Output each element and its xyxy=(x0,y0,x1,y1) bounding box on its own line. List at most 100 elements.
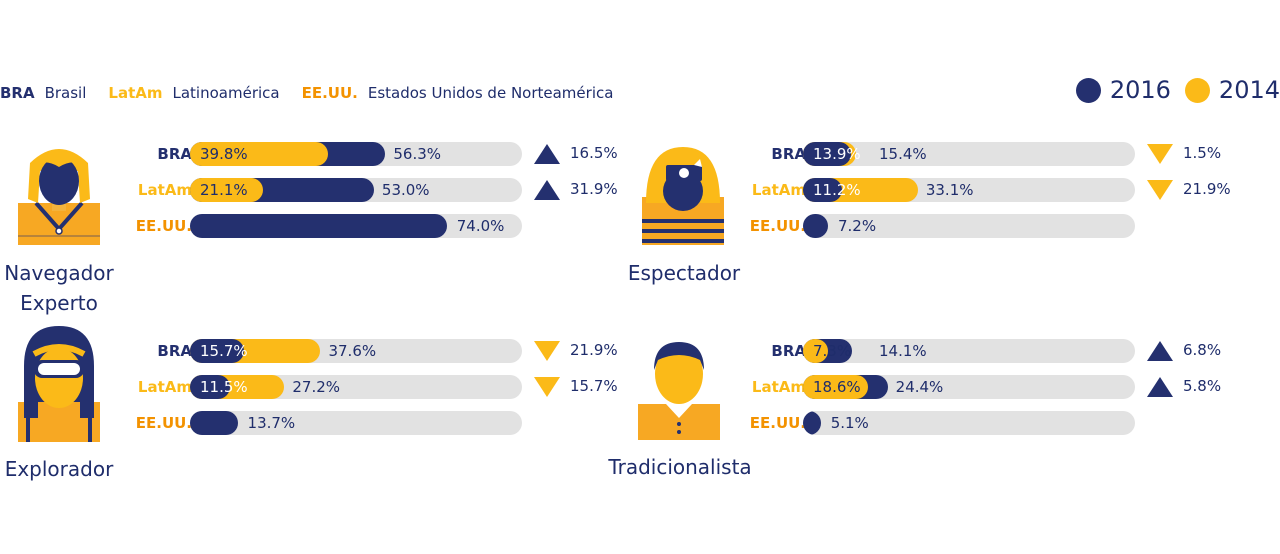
row-label: EE.UU. xyxy=(135,414,192,432)
bar-track: 11.2% 33.1% xyxy=(803,178,1135,202)
bar-track: 74.0% xyxy=(190,214,522,238)
persona-title-explorador: Explorador xyxy=(0,454,118,484)
legend-desc: Latinoamérica xyxy=(172,84,280,102)
bar-track: 39.8% 56.3% xyxy=(190,142,522,166)
bar-2016 xyxy=(803,142,852,166)
value-label: 24.4% xyxy=(895,378,944,396)
bar-track: 13.7% xyxy=(190,411,522,435)
value-label: 15.7% xyxy=(200,342,248,360)
bar-track: 18.6% 24.4% xyxy=(803,375,1135,399)
title-line: Espectador xyxy=(627,261,741,285)
value-label: 11.2% xyxy=(813,181,861,199)
tradicionalista-avatar-icon xyxy=(638,342,720,440)
navegador-experto-avatar-icon xyxy=(18,149,100,245)
value-label: 21.1% xyxy=(200,181,248,199)
up-triangle-icon xyxy=(1147,341,1173,361)
down-triangle-icon xyxy=(1147,180,1173,200)
espectador-avatar-icon xyxy=(642,147,724,245)
bar-track: 21.1% 53.0% xyxy=(190,178,522,202)
value-label: 74.0% xyxy=(456,217,505,235)
year-label: 2014 xyxy=(1218,76,1280,104)
bar-track: 13.9% 15.4% xyxy=(803,142,1135,166)
delta-value: 21.9% xyxy=(570,341,618,359)
title-line: Explorador xyxy=(4,457,114,481)
delta-value: 6.8% xyxy=(1183,341,1222,359)
delta-triangle xyxy=(1147,144,1173,164)
delta-value: 16.5% xyxy=(570,144,618,162)
up-triangle-icon xyxy=(534,180,560,200)
up-triangle-icon xyxy=(534,144,560,164)
bar-2016 xyxy=(803,411,821,435)
legend-code: EE.UU. xyxy=(301,84,358,102)
legend-code: LatAm xyxy=(108,84,163,102)
value-label: 37.6% xyxy=(328,342,377,360)
title-line: Experto xyxy=(20,291,98,315)
legend-code: BRA xyxy=(0,84,35,102)
row-label: BRA xyxy=(157,342,192,360)
value-label: 7.3% xyxy=(813,342,852,360)
year-dot-2014 xyxy=(1184,77,1210,103)
bar-track: 7.3% 14.1% xyxy=(803,339,1135,363)
bar-track: 15.7% 37.6% xyxy=(190,339,522,363)
value-label: 13.7% xyxy=(247,414,296,432)
down-triangle-icon xyxy=(1147,144,1173,164)
legend-latam: LatAm Latinoamérica xyxy=(108,84,279,102)
bar-2014 xyxy=(190,142,329,166)
value-label: 27.2% xyxy=(292,378,341,396)
year-legend-2016: 2016 xyxy=(1075,76,1171,104)
value-label: 53.0% xyxy=(381,181,430,199)
bar-2014 xyxy=(803,339,829,363)
down-triangle-icon xyxy=(534,341,560,361)
delta-value: 31.9% xyxy=(570,180,618,198)
row-label: BRA xyxy=(771,342,806,360)
down-triangle-icon xyxy=(534,377,560,397)
value-label: 7.2% xyxy=(837,217,877,235)
value-label: 14.1% xyxy=(879,342,927,360)
delta-value: 21.9% xyxy=(1183,180,1231,198)
explorador-avatar-icon xyxy=(18,326,100,442)
delta-triangle xyxy=(534,180,560,200)
delta-value: 1.5% xyxy=(1183,144,1222,162)
title-line: Navegador xyxy=(4,261,114,285)
delta-triangle xyxy=(534,377,560,397)
year-label: 2016 xyxy=(1109,76,1171,104)
value-label: 39.8% xyxy=(200,145,248,163)
bar-2016 xyxy=(190,411,238,435)
row-label: EE.UU. xyxy=(749,414,806,432)
legend-eeuu: EE.UU. Estados Unidos de Norteamérica xyxy=(302,84,614,102)
row-label: LatAm xyxy=(751,378,806,396)
year-legend: 2016 2014 xyxy=(1062,76,1280,104)
row-label: LatAm xyxy=(137,181,192,199)
persona-title-navegador: Navegador Experto xyxy=(0,258,118,318)
bar-2016 xyxy=(803,214,828,238)
legend-bra: BRA Brasil xyxy=(0,84,86,102)
value-label: 13.9% xyxy=(813,145,861,163)
delta-triangle xyxy=(534,341,560,361)
value-label: 33.1% xyxy=(925,181,974,199)
bar-2014 xyxy=(190,178,264,202)
bar-2016 xyxy=(190,339,245,363)
delta-value: 15.7% xyxy=(570,377,618,395)
delta-value: 5.8% xyxy=(1183,377,1222,395)
value-label: 18.6% xyxy=(813,378,861,396)
row-label: BRA xyxy=(157,145,192,163)
legend-desc: Brasil xyxy=(44,84,87,102)
row-label: LatAm xyxy=(751,181,806,199)
row-label: EE.UU. xyxy=(749,217,806,235)
up-triangle-icon xyxy=(1147,377,1173,397)
bar-2016 xyxy=(803,178,842,202)
year-legend-2014: 2014 xyxy=(1184,76,1280,104)
bar-2016 xyxy=(190,214,447,238)
delta-triangle xyxy=(1147,341,1173,361)
bar-2016 xyxy=(190,375,230,399)
value-label: 15.4% xyxy=(879,145,927,163)
title-line: Tradicionalista xyxy=(608,455,752,479)
delta-triangle xyxy=(1147,377,1173,397)
bar-track: 5.1% xyxy=(803,411,1135,435)
value-label: 56.3% xyxy=(393,145,442,163)
bar-2014 xyxy=(803,375,868,399)
delta-triangle xyxy=(534,144,560,164)
year-dot-2016 xyxy=(1075,77,1101,103)
row-label: LatAm xyxy=(137,378,192,396)
delta-triangle xyxy=(1147,180,1173,200)
